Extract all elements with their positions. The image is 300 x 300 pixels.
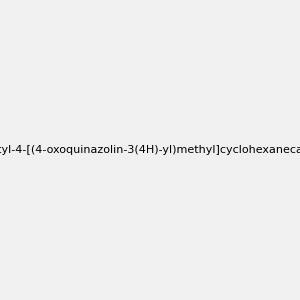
Text: N-cycloheptyl-4-[(4-oxoquinazolin-3(4H)-yl)methyl]cyclohexanecarboxamide: N-cycloheptyl-4-[(4-oxoquinazolin-3(4H)-… (0, 145, 300, 155)
